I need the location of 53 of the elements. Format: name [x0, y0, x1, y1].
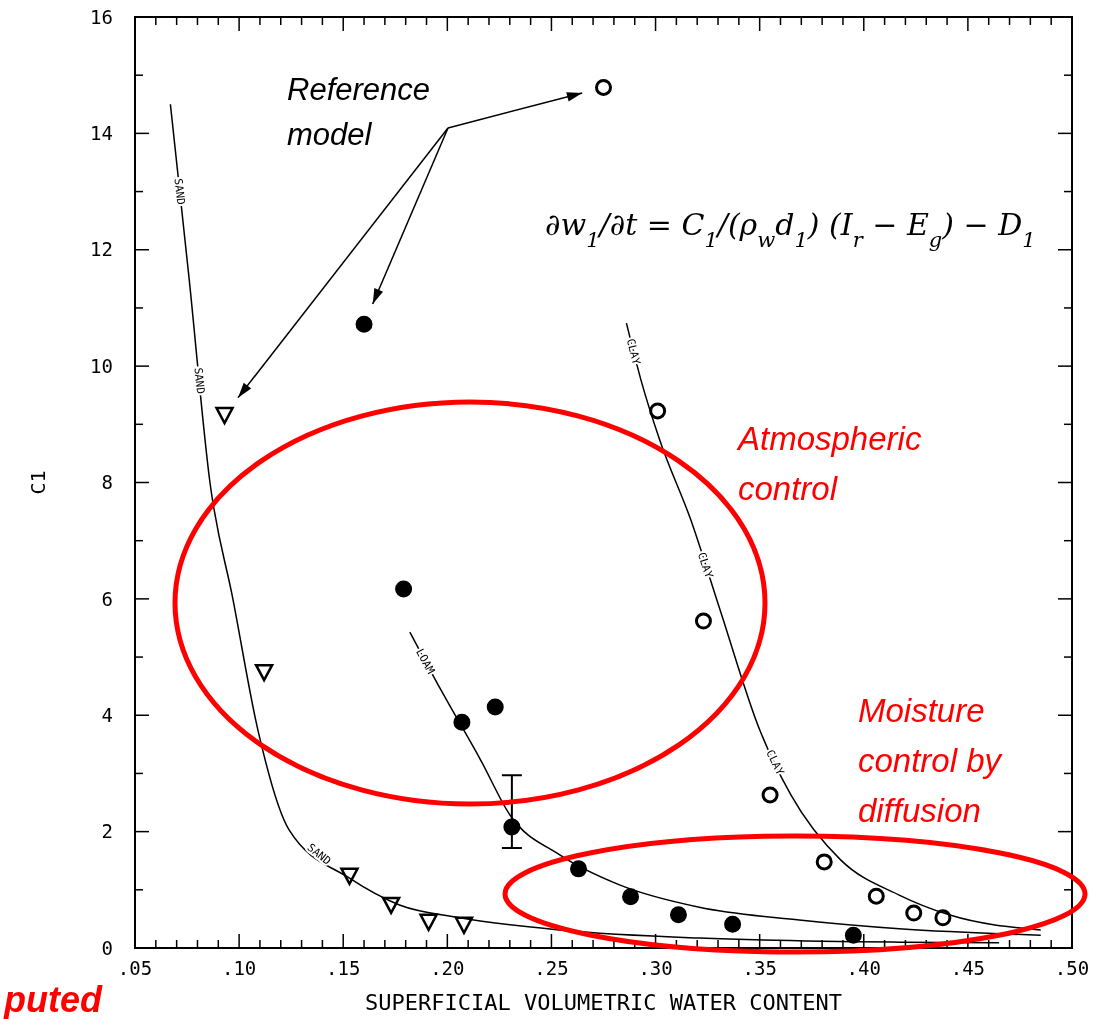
point [815, 853, 833, 871]
annotation: Reference model [287, 72, 431, 152]
point [844, 926, 862, 944]
x-tick-label: .15 [326, 957, 361, 979]
point [905, 904, 923, 922]
point [419, 913, 438, 932]
x-tick-label: .05 [117, 957, 153, 979]
text: CLAY [694, 550, 716, 580]
text: ∂w$_{1}$/∂t = C$_{1}$/(ρ$_{w}$d$_{1}$) (I$_{r}$ − E$_{g}$) − D$_{1}$ [545, 207, 1036, 252]
x-axis-title: SUPERFICIAL VOLUMETRIC WATER CONTENT [365, 990, 842, 1015]
y-tick-label: 0 [101, 936, 113, 959]
x-tick-label: .50 [1054, 957, 1090, 979]
point [395, 580, 413, 598]
point [622, 888, 640, 906]
text: CLAY [763, 747, 787, 778]
point [669, 906, 687, 924]
y-tick-label: 8 [101, 471, 113, 494]
x-tick-label: .20 [430, 957, 465, 979]
x-tick-label: .10 [221, 957, 257, 979]
point [724, 915, 742, 933]
x-tick-label: .45 [950, 957, 986, 979]
point [934, 909, 952, 927]
y-tick-label: 2 [101, 820, 113, 843]
x-tick-label: .30 [638, 957, 673, 979]
point [649, 402, 667, 420]
x-tick-label: .25 [534, 957, 569, 979]
point [694, 612, 712, 630]
y-tick-label: 6 [101, 587, 113, 610]
y-axis-title: C1 [26, 470, 50, 495]
text: CLAY [623, 337, 644, 367]
y-tick-label: 10 [90, 354, 113, 377]
point [595, 78, 612, 96]
annotation: Moisture control by diffusion [858, 692, 1004, 829]
x-tick-label: .35 [742, 957, 777, 979]
line-series [625, 322, 1042, 931]
y-tick-label: 16 [90, 5, 113, 28]
text: SAND [191, 366, 208, 395]
text: SAND [171, 177, 188, 206]
point [867, 887, 885, 905]
text: puted [3, 979, 103, 1019]
annotation: Atmospheric control [736, 420, 922, 507]
point [254, 663, 274, 682]
y-tick-label: 12 [90, 238, 113, 261]
y-tick-label: 4 [101, 703, 113, 726]
point [486, 698, 504, 716]
point [761, 786, 779, 804]
point [503, 818, 521, 836]
point [215, 406, 234, 425]
point [355, 315, 373, 333]
x-tick-label: .40 [846, 957, 881, 979]
point [453, 713, 471, 731]
point [570, 860, 588, 878]
y-tick-label: 14 [90, 122, 113, 145]
